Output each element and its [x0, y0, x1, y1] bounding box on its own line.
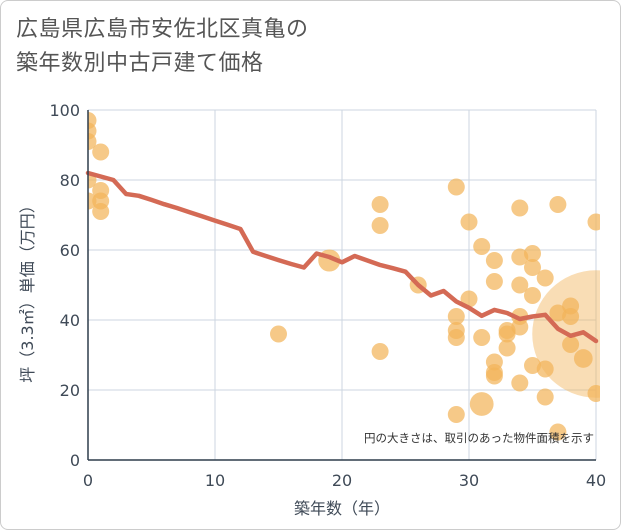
data-point [88, 133, 97, 150]
chart-title-line2: 築年数別中古戸建て価格 [16, 51, 264, 76]
trend-line [85, 170, 599, 344]
data-point [469, 392, 494, 416]
x-axis-label: 築年数（年） [294, 499, 390, 518]
data-point [92, 143, 110, 161]
x-tick-label: 30 [459, 471, 479, 490]
data-point [371, 217, 389, 234]
data-point [524, 259, 541, 276]
data-point [573, 349, 593, 368]
data-point [498, 325, 516, 343]
data-point [473, 329, 491, 346]
data-point [447, 406, 465, 423]
chart-title-line1: 広島県広島市安佐北区真亀の [16, 17, 309, 42]
data-point [511, 374, 529, 392]
data-point [549, 196, 567, 213]
data-point [371, 343, 389, 360]
y-tick-label: 60 [60, 241, 80, 260]
data-point [587, 385, 600, 402]
data-point [587, 213, 600, 231]
y-tick-label: 100 [49, 101, 80, 120]
chart-title: 広島県広島市安佐北区真亀の 築年数別中古戸建て価格 [16, 13, 606, 81]
data-point [447, 329, 465, 346]
data-point [473, 238, 491, 255]
data-point [562, 336, 580, 353]
x-tick-labels: 0 10 20 30 40 [83, 471, 606, 490]
x-tick-label: 10 [205, 471, 225, 490]
data-point [447, 178, 465, 196]
x-tick-label: 0 [83, 471, 93, 490]
data-point [511, 199, 529, 217]
x-tick-label: 20 [332, 471, 352, 490]
data-point [447, 308, 465, 325]
data-point [485, 252, 503, 269]
data-point [371, 196, 389, 213]
y-tick-labels: 0 20 40 60 80 100 [49, 101, 80, 470]
data-point [562, 308, 580, 325]
data-point [549, 423, 567, 441]
data-point [511, 276, 529, 294]
data-point [92, 203, 110, 220]
data-point [524, 287, 541, 304]
data-point [536, 388, 554, 406]
data-point [524, 245, 541, 262]
bubbles-layer [88, 112, 600, 441]
data-point [511, 318, 529, 336]
data-point [485, 367, 503, 385]
data-point [498, 339, 516, 357]
y-axis-label: 坪（3.3㎡）単価（万円） [18, 197, 37, 382]
data-point [460, 213, 478, 231]
data-point [536, 360, 554, 378]
y-tick-label: 80 [60, 171, 80, 190]
y-tick-label: 40 [60, 311, 80, 330]
x-tick-label: 40 [586, 471, 606, 490]
data-point [485, 273, 503, 290]
y-tick-label: 20 [60, 381, 80, 400]
size-note: 円の大きさは、取引のあった物件面積を示す [364, 431, 594, 445]
data-point [536, 269, 554, 287]
axes [87, 110, 596, 461]
y-tick-label: 0 [70, 451, 80, 470]
data-point [270, 325, 287, 343]
